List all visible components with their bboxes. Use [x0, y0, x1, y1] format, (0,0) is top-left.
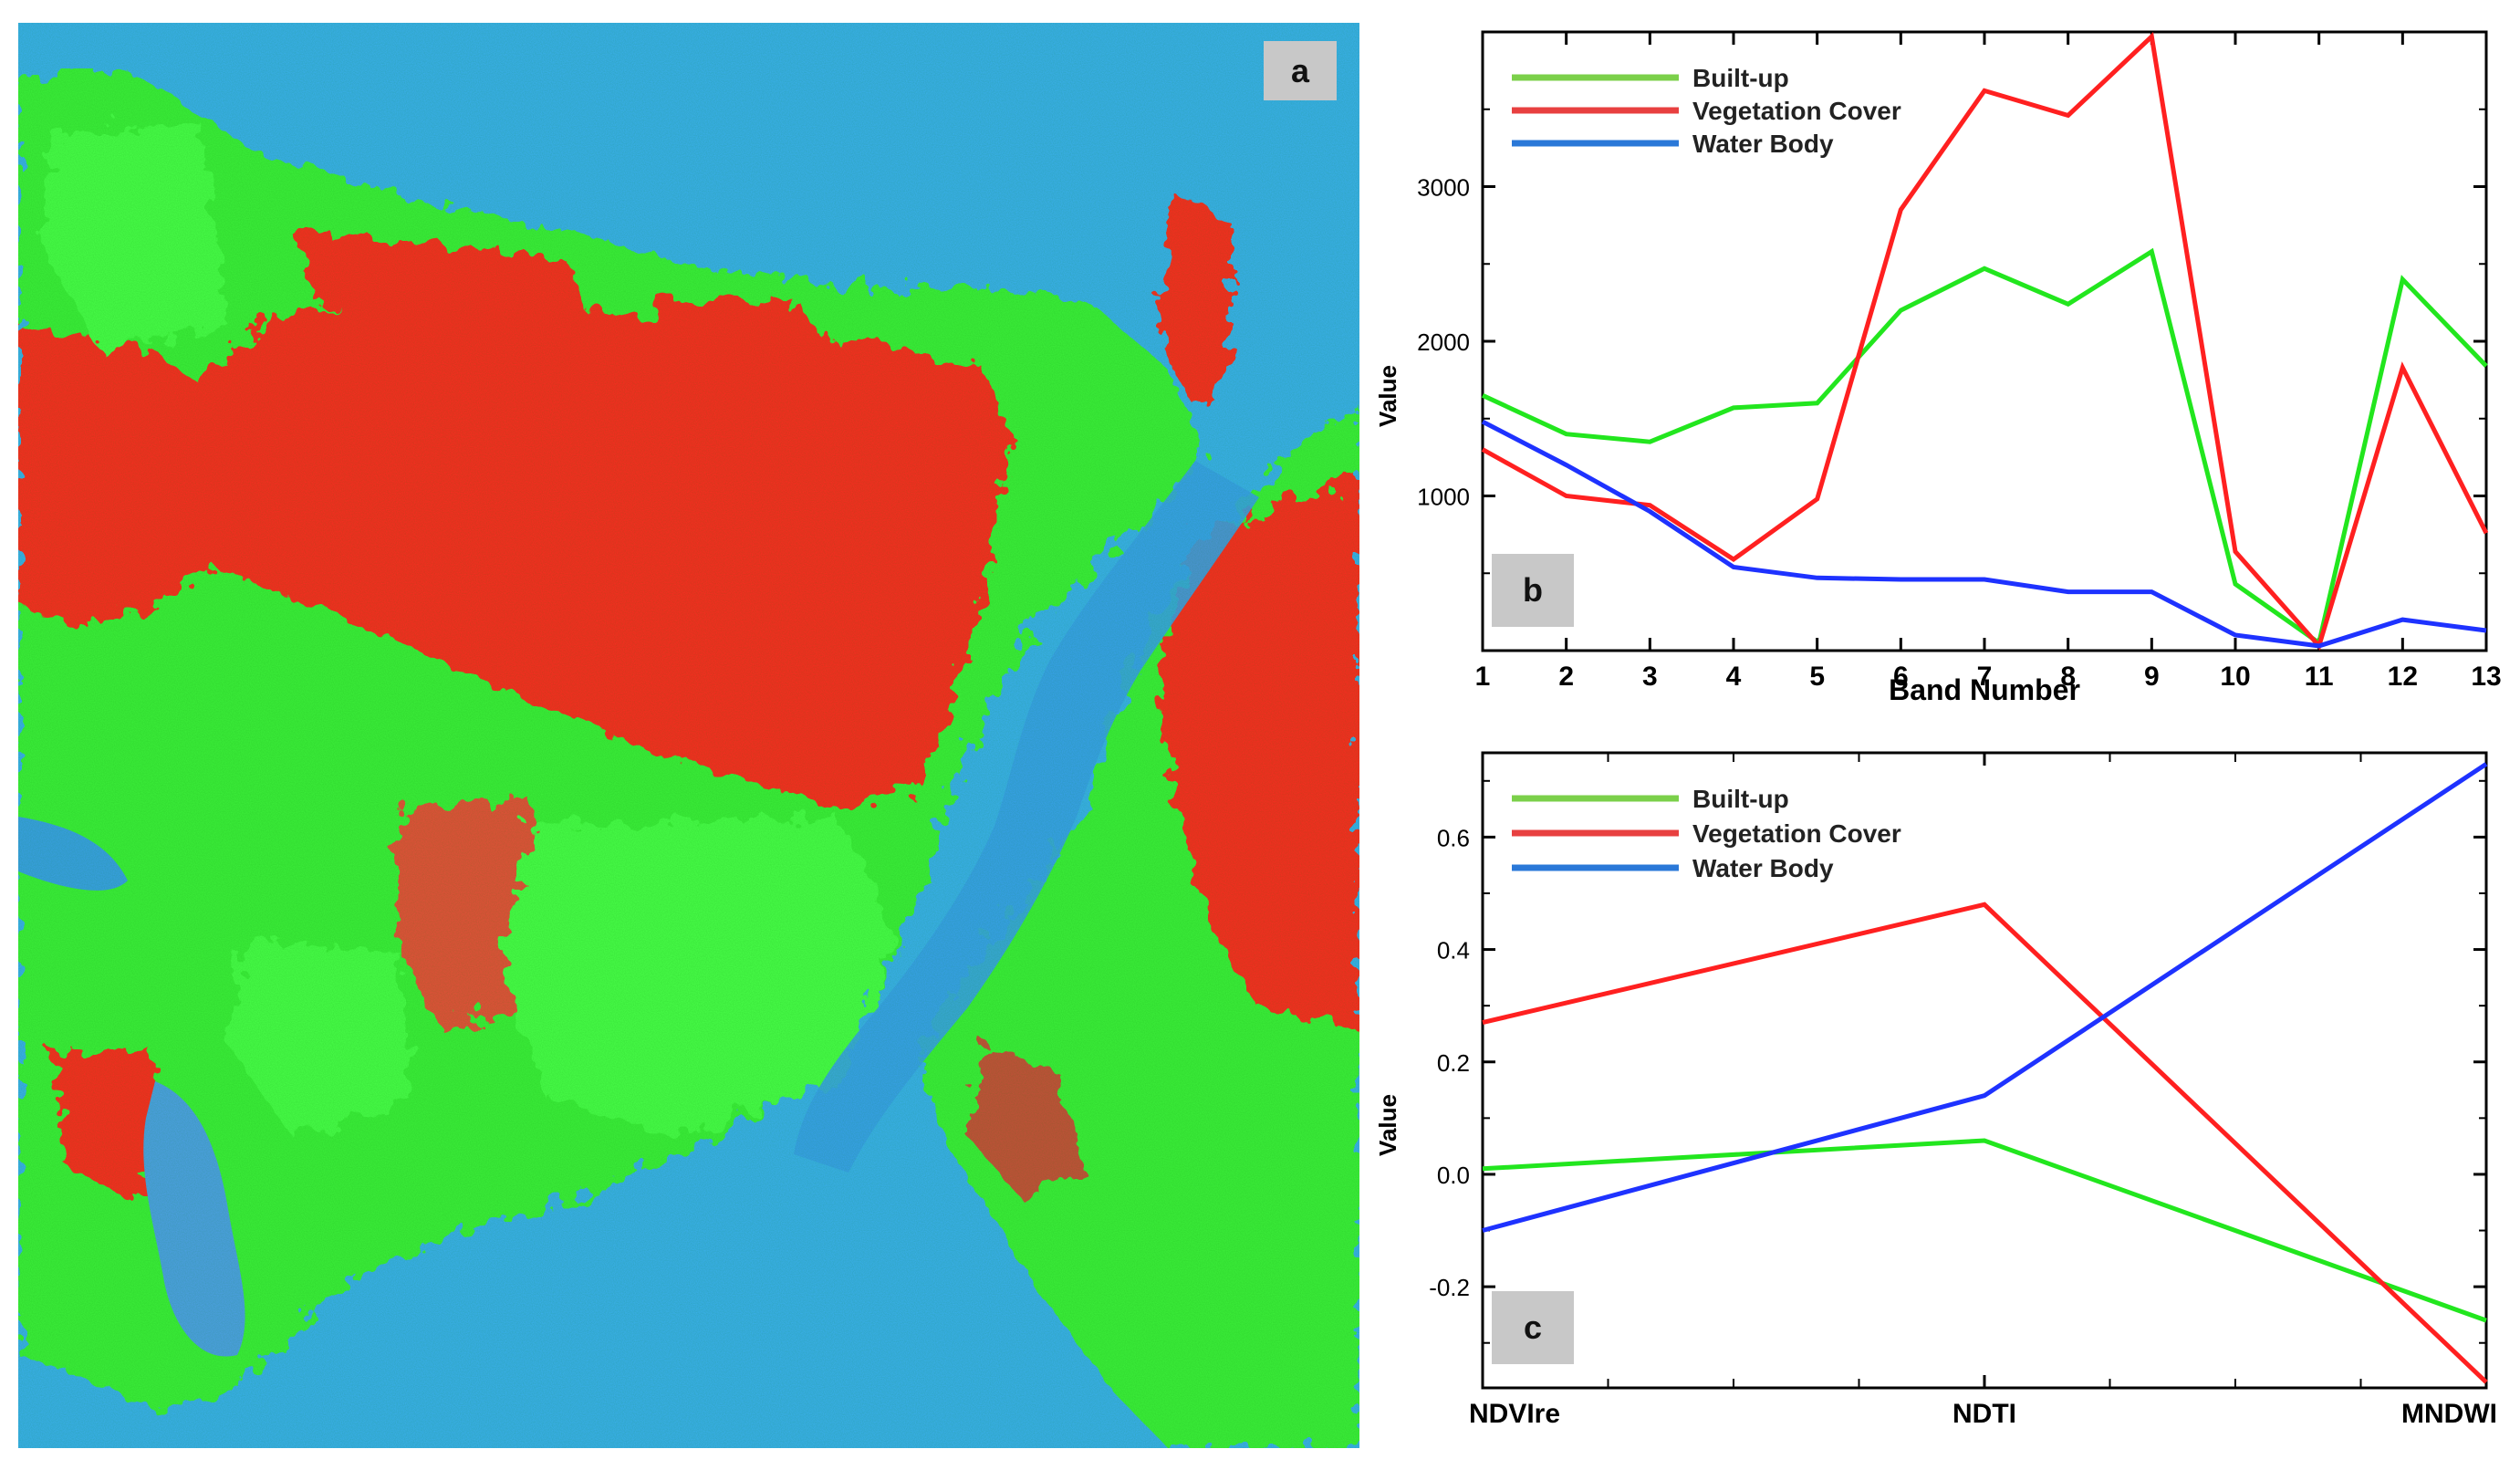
- legend-label-builtup: Built-up: [1692, 785, 1789, 813]
- x-tick-label: NDTI: [1952, 1399, 2016, 1429]
- series-line-vegetation: [1482, 902, 2488, 1384]
- x-tick-label: 8: [2060, 662, 2076, 692]
- x-tick-label: 10: [2220, 662, 2250, 692]
- x-axis-label: Band Number: [1889, 673, 2080, 706]
- x-tick-label: 1: [1475, 662, 1491, 692]
- chart-index-values-svg: -0.2 0.0 0.2 0.4 0.6 NDVIre NDTI MNDWI Value Buil…: [1374, 751, 2497, 1429]
- y-axis-label: Value: [1374, 365, 1401, 427]
- series-line-water: [1481, 419, 2487, 649]
- y-tick-label: 0.0: [1437, 1162, 1470, 1189]
- x-tick-label: 13: [2471, 662, 2501, 692]
- legend-label-vegetation: Vegetation Cover: [1692, 819, 1901, 848]
- series-line-vegetation: [1481, 32, 2489, 651]
- x-tick-label: 5: [1809, 662, 1825, 692]
- x-tick-label: 4: [1726, 662, 1742, 692]
- x-tick-label: 12: [2388, 662, 2418, 692]
- legend-label-vegetation: Vegetation Cover: [1692, 97, 1901, 125]
- y-tick-label: 3000: [1417, 174, 1470, 202]
- y-tick-label: 0.2: [1437, 1049, 1470, 1077]
- x-tick-label: 6: [1893, 662, 1909, 692]
- series-line-water: [1482, 762, 2488, 1233]
- legend-label-water: Water Body: [1692, 854, 1834, 882]
- series-line-builtup: [1482, 1138, 2487, 1323]
- satellite-map-image: [18, 23, 1359, 1448]
- y-tick-label: 1000: [1417, 484, 1470, 511]
- chart-index-values: -0.2 0.0 0.2 0.4 0.6 NDVIre NDTI MNDWI Value Buil…: [1369, 744, 2509, 1469]
- x-tick-label: NDVIre: [1469, 1399, 1560, 1429]
- x-tick-label: 7: [1977, 662, 1993, 692]
- x-tick-label: 2: [1558, 662, 1574, 692]
- y-tick-label: 0.4: [1437, 937, 1470, 964]
- y-tick-label: 2000: [1417, 328, 1470, 356]
- panel-label-a: a: [1264, 41, 1337, 100]
- plot-frame: [1481, 30, 2488, 652]
- legend-label-builtup: Built-up: [1692, 64, 1789, 92]
- legend-label-water: Water Body: [1692, 130, 1834, 158]
- y-tick-label: -0.2: [1429, 1274, 1470, 1301]
- panel-label-b: b: [1492, 554, 1574, 627]
- x-tick-label: 11: [2305, 662, 2334, 692]
- satellite-map-panel: a: [18, 23, 1359, 1448]
- x-tick-label: MNDWI: [2401, 1399, 2497, 1429]
- plot-frame: [1481, 751, 2488, 1390]
- panel-label-c: c: [1492, 1291, 1574, 1364]
- y-axis-label: Value: [1374, 1094, 1401, 1156]
- y-tick-label: 0.6: [1437, 824, 1470, 851]
- x-tick-label: 9: [2144, 662, 2160, 692]
- chart-band-values: 1000 2000 3000 1 2 3 4 5 6 7 8 9 10 11 12 13 Band Number…: [1369, 23, 2509, 739]
- x-tick-label: 3: [1642, 662, 1658, 692]
